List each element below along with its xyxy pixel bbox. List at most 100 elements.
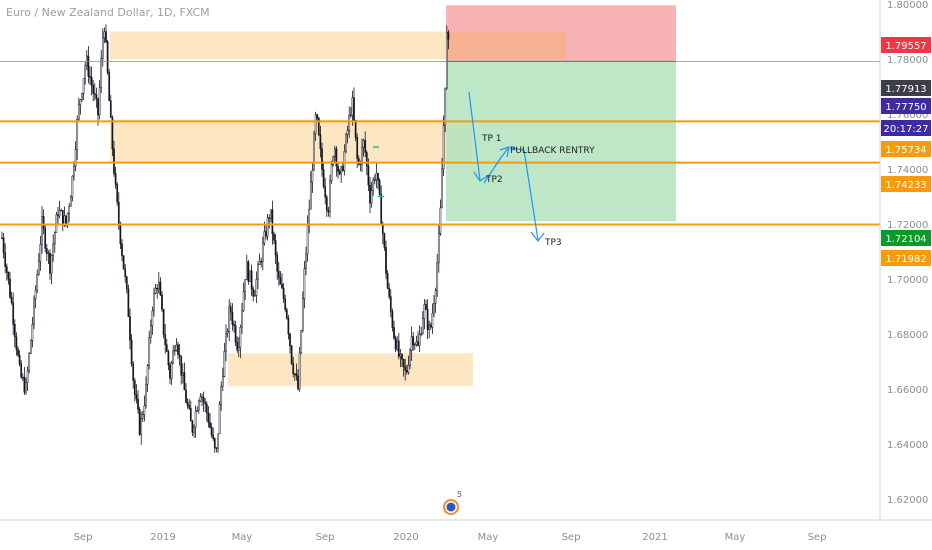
candle xyxy=(284,294,287,313)
candle xyxy=(301,291,304,333)
arrow-tp2-head xyxy=(473,171,490,182)
candle xyxy=(135,384,138,404)
price-badge: 1.79557 xyxy=(881,37,931,53)
candle xyxy=(234,320,237,347)
candle xyxy=(316,113,319,121)
price-tick: 1.66000 xyxy=(887,385,928,396)
candle xyxy=(436,253,439,297)
candle xyxy=(103,27,106,44)
candle xyxy=(420,326,423,337)
candle xyxy=(18,350,21,367)
candle xyxy=(90,66,93,96)
candle xyxy=(189,400,192,422)
zone-support[interactable] xyxy=(228,353,473,387)
candle xyxy=(372,177,375,196)
time-tick: Sep xyxy=(316,532,335,543)
candle xyxy=(49,249,51,280)
candle xyxy=(44,224,47,253)
candle xyxy=(130,334,133,367)
candle xyxy=(73,161,75,181)
zone-entry-overlap[interactable] xyxy=(446,31,566,60)
candle xyxy=(71,175,74,202)
annotation-tp3: TP3 xyxy=(544,238,562,248)
candle xyxy=(333,145,336,164)
candle xyxy=(236,336,239,354)
candle xyxy=(397,333,400,360)
candle xyxy=(9,271,11,299)
candle xyxy=(159,277,162,296)
candle xyxy=(180,355,183,385)
candle xyxy=(55,211,58,234)
candle xyxy=(146,364,149,393)
candle xyxy=(173,345,176,356)
candle xyxy=(393,320,395,340)
candle xyxy=(108,69,111,101)
zone-mid-resistance[interactable] xyxy=(110,119,472,164)
candle xyxy=(138,406,141,436)
candle xyxy=(233,320,235,333)
candle xyxy=(257,261,259,290)
candle xyxy=(76,115,79,160)
candle xyxy=(324,177,327,205)
arrow-pullback xyxy=(483,146,510,184)
candle xyxy=(17,346,19,358)
candle xyxy=(157,271,160,294)
candle xyxy=(322,161,325,189)
candle xyxy=(52,234,55,262)
time-axis[interactable]: Sep 2019 May Sep 2020 May Sep 2021 May Sep xyxy=(0,519,932,543)
candle xyxy=(66,212,69,229)
zones-layer xyxy=(110,5,676,387)
candle xyxy=(308,199,311,234)
candle xyxy=(220,381,223,411)
price-tick: 1.80000 xyxy=(887,0,928,11)
candle xyxy=(109,95,112,118)
candle xyxy=(279,271,282,285)
candle xyxy=(412,331,415,351)
flag-icon[interactable]: 5 xyxy=(443,490,462,515)
candle xyxy=(341,162,344,172)
candle xyxy=(367,158,370,192)
price-tick: 1.70000 xyxy=(887,275,928,286)
candle xyxy=(418,325,421,352)
candle xyxy=(98,80,101,120)
candle xyxy=(221,367,224,392)
candle xyxy=(140,411,143,445)
candle xyxy=(394,335,397,353)
candle xyxy=(148,330,151,370)
candle xyxy=(265,223,267,240)
candle xyxy=(277,261,280,286)
candle xyxy=(175,338,178,352)
candle xyxy=(413,342,416,351)
annotations: TP 1 PULLBACK RENTRY TP2 TP3 xyxy=(481,134,595,248)
candle xyxy=(5,263,8,281)
candle xyxy=(329,174,331,218)
candle xyxy=(162,308,165,339)
candle xyxy=(141,410,144,422)
candle xyxy=(93,83,96,101)
candle xyxy=(437,223,440,273)
time-tick: Sep xyxy=(74,532,93,543)
candle xyxy=(295,363,298,381)
candle xyxy=(313,130,315,171)
candle xyxy=(145,376,147,409)
candle xyxy=(353,87,355,123)
svg-text:1.72104: 1.72104 xyxy=(885,234,926,245)
zone-take-profit[interactable] xyxy=(446,61,676,222)
price-axis[interactable]: 1.80000 1.78000 1.76000 1.74000 1.72000 1.700… xyxy=(879,0,931,520)
candle xyxy=(132,361,135,389)
candle xyxy=(332,155,335,167)
candle xyxy=(309,171,312,210)
candle xyxy=(378,178,381,196)
candle xyxy=(12,292,15,335)
candle xyxy=(106,39,109,75)
candle xyxy=(325,194,328,218)
price-badge: 1.77913 xyxy=(881,80,931,96)
annotation-tp1: TP 1 xyxy=(481,134,502,144)
candle xyxy=(209,413,211,429)
time-tick-labels: Sep 2019 May Sep 2020 May Sep 2021 May Sep xyxy=(74,532,827,543)
candle xyxy=(41,206,43,254)
time-tick: May xyxy=(478,532,499,543)
candle xyxy=(172,345,175,365)
candle xyxy=(330,160,333,184)
